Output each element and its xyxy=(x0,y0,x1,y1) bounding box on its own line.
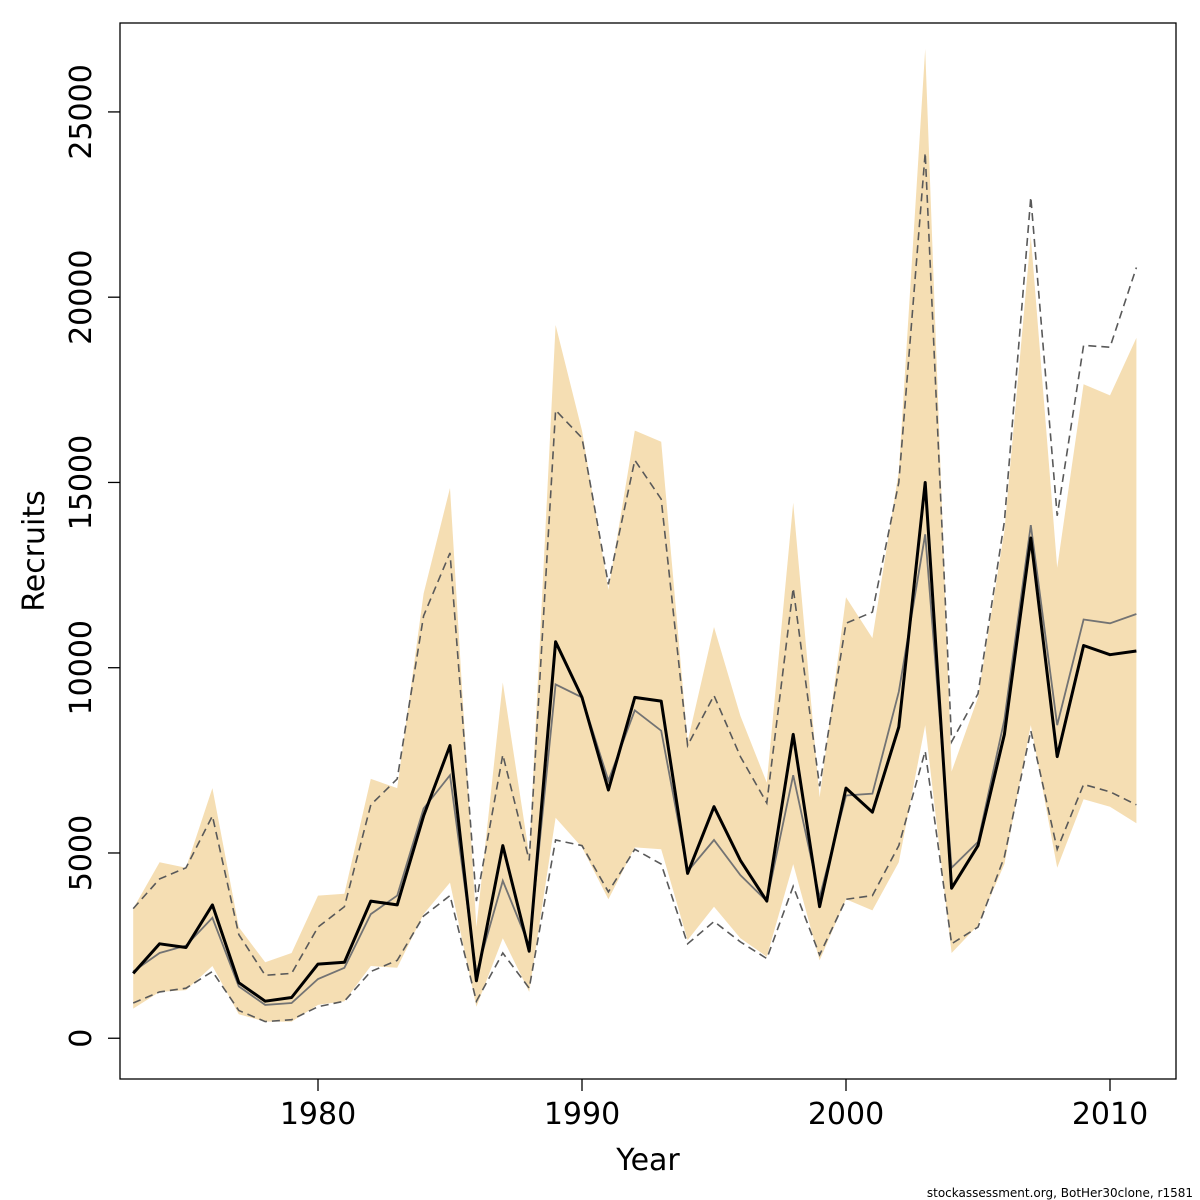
y-tick-label-25000: 25000 xyxy=(64,64,99,159)
confidence-band xyxy=(133,48,1137,1022)
alt-upper-line xyxy=(132,152,1138,977)
x-tick-label-2000: 2000 xyxy=(808,1097,884,1132)
x-axis: 1980 1990 2000 2010 xyxy=(280,1079,1148,1132)
y-axis: 0 5000 10000 15000 20000 25000 xyxy=(64,64,120,1048)
y-tick-label-0: 0 xyxy=(64,1029,99,1048)
y-tick-label-5000: 5000 xyxy=(64,815,99,891)
y-tick-label-15000: 15000 xyxy=(64,435,99,530)
confidence-band-layer xyxy=(133,48,1137,1022)
plot-frame xyxy=(119,22,1177,1080)
y-tick-label-10000: 10000 xyxy=(64,620,99,715)
alt-lower-line xyxy=(132,730,1137,1023)
x-tick-label-1980: 1980 xyxy=(280,1097,356,1132)
main-estimate-line xyxy=(132,481,1137,1003)
y-tick-label-20000: 20000 xyxy=(64,249,99,344)
credit-text: stockassessment.org, BotHer30clone, r158… xyxy=(927,1186,1193,1200)
x-tick-label-2010: 2010 xyxy=(1072,1097,1148,1132)
x-tick-label-1990: 1990 xyxy=(544,1097,620,1132)
alt-estimate-line xyxy=(132,524,1137,1006)
y-axis-title: Recruits xyxy=(17,490,52,612)
series-lines-layer xyxy=(132,152,1138,1023)
x-axis-title: Year xyxy=(615,1143,680,1178)
